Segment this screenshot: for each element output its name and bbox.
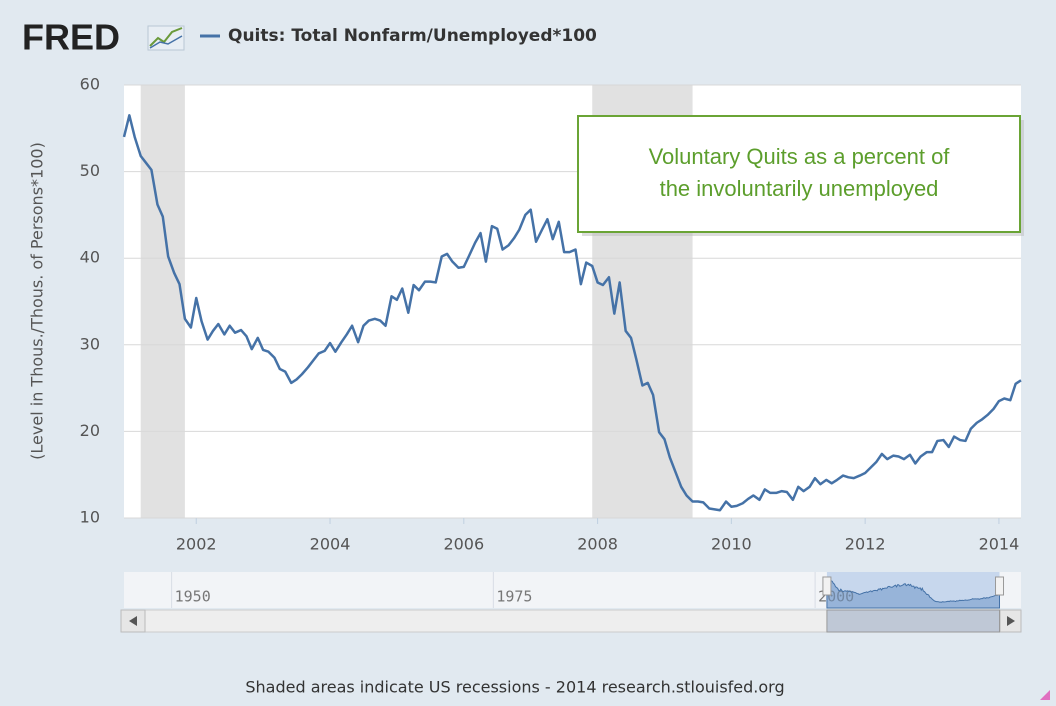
navigator-handle [822, 576, 832, 596]
logo-icon [147, 25, 185, 51]
y-tick-label: 60 [80, 75, 100, 94]
navigator-tick-label: 1975 [496, 588, 532, 606]
annotation: Voluntary Quits as a percent of the invo… [577, 115, 1024, 236]
recession-band [140, 85, 185, 518]
annotation-line: Voluntary Quits as a percent of [649, 144, 951, 169]
scroll-thumb[interactable] [826, 609, 1001, 633]
navigator-handle [995, 576, 1005, 596]
y-tick-label: 10 [80, 508, 100, 527]
scrollbar [120, 609, 1022, 633]
logo: FRED [22, 17, 120, 58]
annotation-line: the involuntarily unemployed [660, 176, 939, 201]
y-tick-label: 30 [80, 334, 100, 353]
series-line [122, 114, 1022, 512]
navigator-content: 195019752000 [171, 572, 1005, 625]
legend-label[interactable]: Quits: Total Nonfarm/Unemployed*100 [228, 26, 597, 46]
navigator-tick-label: 1950 [175, 588, 211, 606]
x-tick-label: 2010 [711, 535, 752, 554]
y-tick-label: 40 [80, 248, 100, 267]
resize-handle[interactable] [1040, 690, 1050, 700]
y-axis-title: (Level in Thous./Thous. of Persons*100) [28, 142, 47, 460]
x-tick-label: 2006 [443, 535, 484, 554]
y-tick-label: 20 [80, 421, 100, 440]
x-tick-label: 2002 [176, 535, 217, 554]
navigator-series [826, 577, 1001, 609]
y-tick-label: 50 [80, 161, 100, 180]
x-tick-label: 2014 [979, 535, 1020, 554]
x-tick-label: 2012 [845, 535, 886, 554]
x-tick-label: 2004 [310, 535, 351, 554]
footer: Shaded areas indicate US recessions - 20… [245, 678, 784, 697]
x-tick-label: 2008 [577, 535, 618, 554]
